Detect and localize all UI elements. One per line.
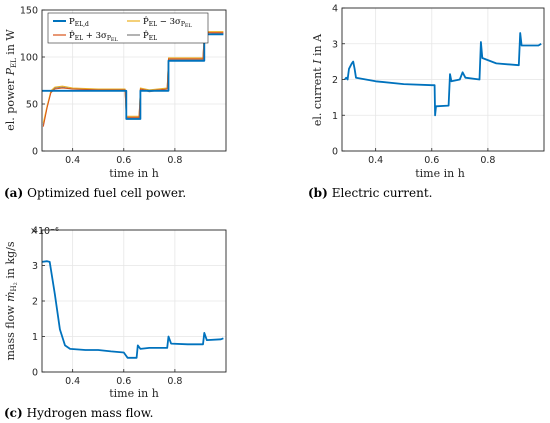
caption-text-massflow: Hydrogen mass flow. <box>27 406 154 420</box>
tick-label-y: 4 <box>32 226 38 237</box>
chart-massflow: ×10⁻⁶ 0.4 0.6 0.8 0 1 2 3 4 time in h mass flow… <box>4 226 227 420</box>
tick-label-x: 0.6 <box>116 155 131 166</box>
series-line-massflow-0 <box>41 260 224 359</box>
exponent-massflow: ×10⁻⁶ <box>30 226 59 237</box>
ticks-power: 0.4 0.6 0.8 0 50 100 150 <box>20 6 183 167</box>
ticks-current: 0.4 0.6 0.8 0 1 2 3 4 <box>332 4 495 167</box>
legend-label-pd: PEL,d <box>69 17 89 28</box>
xlabel-current: time in h <box>415 167 465 180</box>
chart-current: 0.4 0.6 0.8 0 1 2 3 4 time in h el. current I i… <box>308 4 545 200</box>
tick-label-x: 0.4 <box>368 155 383 166</box>
tick-label-x: 0.8 <box>167 155 182 166</box>
ylabel-current: el. current I in A <box>311 33 324 126</box>
tick-label-y: 1 <box>332 111 338 122</box>
tick-label-x: 0.8 <box>167 376 182 387</box>
tick-label-y: 0 <box>332 147 338 158</box>
legend-power: PEL,d P̂EL + 3σPEL P̂EL − 3σPEL P̂EL <box>47 12 209 44</box>
tick-label-x: 0.6 <box>116 376 131 387</box>
ticks-massflow: 0.4 0.6 0.8 0 1 2 3 4 <box>32 226 182 388</box>
legend-label-pd-sub: EL,d <box>75 21 89 28</box>
caption-text-power: Optimized fuel cell power. <box>27 186 186 200</box>
series-current <box>344 32 542 117</box>
series-line-current-0 <box>344 32 542 117</box>
grid-massflow <box>42 229 226 373</box>
tick-label-y: 50 <box>26 100 38 111</box>
tick-label-y: 150 <box>20 6 38 17</box>
caption-text-current: Electric current. <box>332 186 433 200</box>
tick-label-x: 0.4 <box>65 155 80 166</box>
series-line-power-0 <box>42 33 224 120</box>
caption-tag-power: (a) <box>4 186 23 200</box>
series-line-power-2 <box>42 31 224 123</box>
tick-label-y: 2 <box>332 75 338 86</box>
series-line-power-3 <box>42 32 224 125</box>
caption-tag-current: (b) <box>308 186 328 200</box>
caption-current: (b) Electric current. <box>308 186 433 200</box>
tick-label-y: 0 <box>32 147 38 158</box>
tick-label-y: 2 <box>32 297 38 308</box>
caption-power: (a) Optimized fuel cell power. <box>4 186 186 200</box>
tick-label-x: 0.4 <box>65 376 80 387</box>
legend-box <box>47 12 209 44</box>
tick-label-y: 3 <box>32 261 38 272</box>
tick-label-x: 0.6 <box>424 155 439 166</box>
tick-label-y: 100 <box>20 53 38 64</box>
caption-massflow: (c) Hydrogen mass flow. <box>4 406 153 420</box>
tick-label-y: 0 <box>32 368 38 379</box>
series-power <box>42 31 224 127</box>
caption-tag-massflow: (c) <box>4 406 23 420</box>
xlabel-massflow: time in h <box>109 387 159 400</box>
tick-label-x: 0.8 <box>480 155 495 166</box>
tick-label-y: 1 <box>32 332 38 343</box>
ylabel-power: el. power PEL in W <box>4 29 18 131</box>
tick-label-y: 4 <box>332 4 338 15</box>
ylabel-massflow: mass flow ṁH2 in kg/s <box>4 241 19 360</box>
xlabel-power: time in h <box>109 167 159 180</box>
chart-power: 0.4 0.6 0.8 0 50 100 150 PEL,d P̂EL + 3σPEL P̂… <box>4 6 227 200</box>
tick-label-y: 3 <box>332 39 338 50</box>
series-line-power-1 <box>42 32 224 127</box>
grid-current <box>342 7 544 152</box>
series-massflow <box>41 260 224 359</box>
axes-box-power <box>41 9 227 152</box>
